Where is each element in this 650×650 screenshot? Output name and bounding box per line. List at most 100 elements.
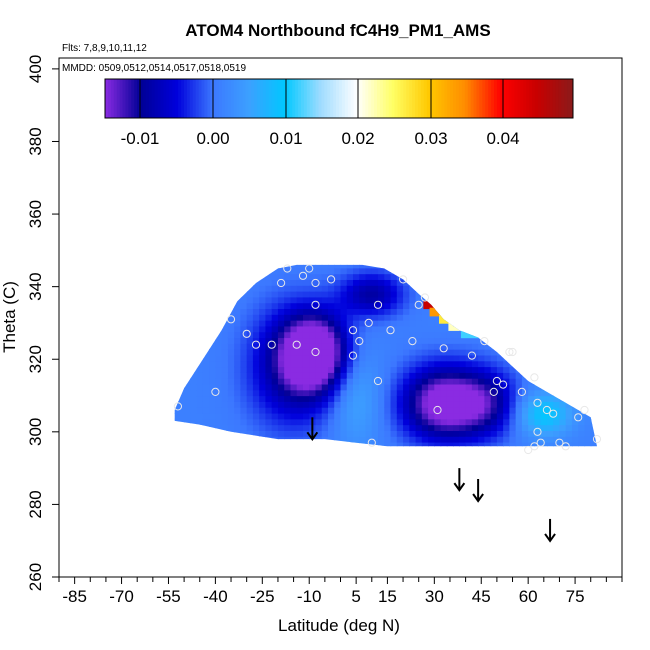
heatmap-cell	[515, 320, 523, 327]
heatmap-cell	[490, 285, 498, 292]
y-tick-label: 360	[26, 200, 45, 228]
heatmap-cell	[290, 273, 298, 280]
heatmap-cell	[315, 320, 323, 327]
heatmap-cell	[453, 285, 460, 292]
heatmap-cell	[215, 320, 223, 327]
heatmap-cell	[359, 343, 367, 350]
heatmap-cell	[428, 378, 435, 385]
heatmap-cell	[521, 360, 529, 368]
heatmap-cell	[390, 407, 398, 414]
heatmap-cell	[353, 378, 360, 385]
heatmap-cell	[221, 325, 229, 333]
heatmap-cell	[172, 448, 179, 454]
heatmap-cell	[327, 441, 335, 447]
heatmap-cell	[174, 430, 179, 437]
heatmap-cell	[472, 256, 479, 262]
heatmap-cell	[259, 273, 267, 280]
heatmap-cell	[471, 325, 479, 333]
heatmap-cell	[534, 407, 542, 414]
heatmap-cell	[271, 331, 279, 339]
heatmap-cell	[409, 320, 417, 327]
heatmap-cell	[371, 331, 379, 339]
heatmap-cell	[521, 401, 529, 408]
heatmap-cell	[428, 407, 435, 414]
heatmap-cell	[215, 383, 223, 391]
heatmap-cell	[409, 418, 417, 426]
heatmap-cell	[321, 418, 329, 426]
heatmap-cell	[184, 424, 191, 431]
heatmap-cell	[534, 314, 542, 321]
heatmap-cell	[202, 331, 210, 339]
heatmap-cell	[496, 372, 504, 379]
heatmap-cell	[465, 337, 473, 344]
heatmap-cell	[378, 343, 385, 350]
heatmap-cell	[190, 320, 198, 327]
heatmap-cell	[227, 436, 235, 443]
heatmap-cell	[546, 372, 554, 379]
heatmap-cell	[252, 285, 260, 292]
heatmap-cell	[521, 366, 529, 373]
heatmap-cell	[396, 285, 404, 292]
heatmap-cell	[302, 436, 310, 443]
heatmap-cell	[540, 430, 548, 437]
heatmap-cell	[184, 407, 191, 414]
heatmap-cell	[484, 407, 492, 414]
heatmap-cell	[471, 395, 479, 402]
heatmap-cell	[484, 325, 492, 333]
heatmap-cell	[365, 320, 373, 327]
heatmap-cell	[509, 448, 516, 454]
heatmap-cell	[309, 308, 317, 315]
heatmap-cell	[253, 448, 260, 454]
heatmap-cell	[340, 389, 348, 397]
heatmap-cell	[209, 436, 216, 443]
heatmap-cell	[246, 372, 254, 379]
heatmap-cell	[334, 279, 342, 286]
heatmap-cell	[509, 291, 517, 298]
heatmap-cell	[284, 264, 292, 269]
heatmap-cell	[565, 407, 573, 414]
heatmap-cell	[396, 418, 404, 426]
heatmap-cell	[359, 331, 367, 339]
heatmap-cell	[365, 331, 373, 339]
heatmap-cell	[240, 273, 248, 280]
heatmap-cell	[584, 349, 592, 356]
heatmap-cell	[265, 395, 273, 402]
heatmap-cell	[565, 395, 573, 402]
heatmap-cell	[440, 412, 448, 420]
heatmap-cell	[403, 279, 410, 286]
heatmap-cell	[553, 430, 561, 437]
heatmap-cell	[484, 279, 492, 286]
heatmap-cell	[340, 430, 348, 437]
heatmap-cell	[371, 302, 379, 310]
colorbar-segment	[321, 79, 325, 118]
colorbar-segment	[394, 79, 398, 118]
observation-point	[561, 442, 570, 451]
heatmap-cell	[321, 378, 329, 385]
heatmap-cell	[353, 285, 360, 292]
heatmap-cell	[478, 267, 485, 275]
heatmap-cell	[234, 383, 242, 391]
heatmap-cell	[371, 418, 379, 426]
heatmap-cell	[346, 430, 354, 437]
heatmap-cell	[578, 372, 586, 379]
heatmap-cell	[240, 407, 248, 414]
heatmap-cell	[234, 401, 242, 408]
heatmap-cell	[271, 354, 279, 362]
heatmap-cell	[378, 412, 385, 420]
heatmap-cell	[277, 349, 285, 356]
heatmap-cell	[403, 401, 410, 408]
heatmap-cell	[503, 448, 510, 454]
heatmap-cell	[259, 349, 267, 356]
heatmap-cell	[359, 360, 367, 368]
colorbar-segment	[148, 79, 153, 118]
heatmap-cell	[590, 354, 597, 362]
heatmap-cell	[371, 291, 379, 298]
heatmap-cell	[271, 285, 279, 292]
colorbar-segment	[482, 79, 486, 118]
heatmap-cell	[371, 354, 379, 362]
heatmap-cell	[471, 285, 479, 292]
heatmap-cell	[384, 360, 392, 368]
heatmap-cell	[196, 279, 204, 286]
heatmap-cell	[515, 372, 523, 379]
heatmap-cell	[340, 267, 348, 275]
